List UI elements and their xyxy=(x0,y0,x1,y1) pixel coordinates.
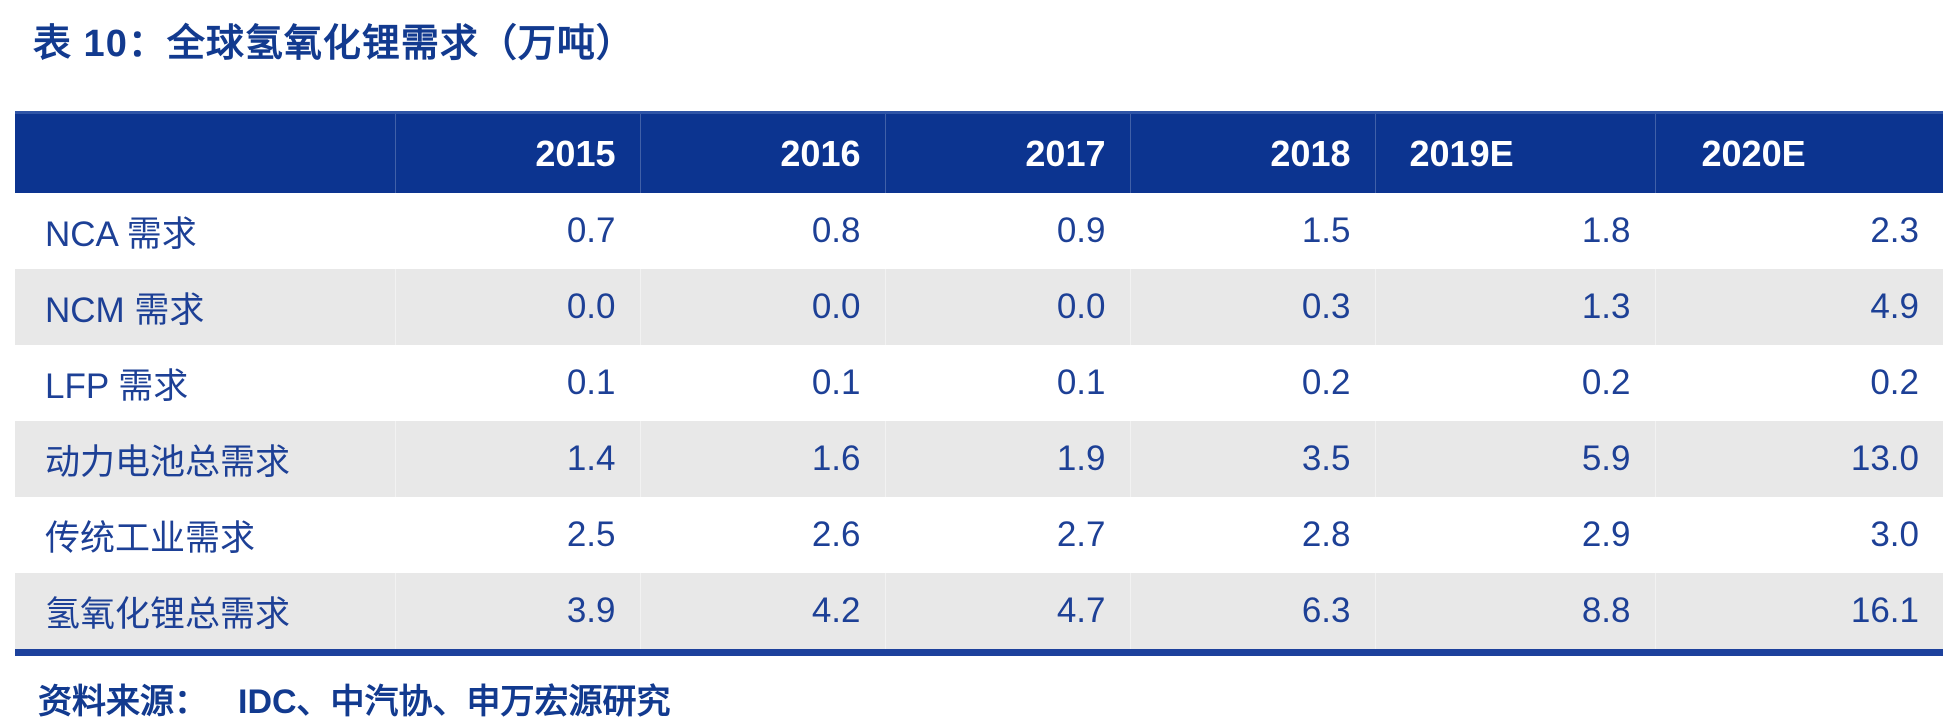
value-cell: 0.7 xyxy=(395,193,641,269)
table-row: 氢氧化锂总需求 3.9 4.2 4.7 6.3 8.8 16.1 xyxy=(15,573,1943,656)
value-cell: 5.9 xyxy=(1375,421,1656,497)
table-row: 动力电池总需求 1.4 1.6 1.9 3.5 5.9 13.0 xyxy=(15,421,1943,497)
value-cell: 3.0 xyxy=(1870,515,1919,554)
value-cell: 13.0 xyxy=(1655,421,1943,497)
lioh-demand-table: 2015 2016 2017 2018 2019E 2020E NCA 需求 0.7 0.8 0… xyxy=(15,111,1943,656)
value-cell: 2.6 xyxy=(640,497,886,573)
report-table-page: 表 10：全球氢氧化锂需求（万吨） 2015 2016 2017 2018 2019E 2… xyxy=(0,12,1958,728)
table-title: 表 10：全球氢氧化锂需求（万吨） xyxy=(33,23,635,65)
row-label: NCA 需求 xyxy=(15,193,396,269)
value-cell: 1.4 xyxy=(395,421,641,497)
value-cell: 4.9 xyxy=(1655,269,1943,345)
value-cell: 1.5 xyxy=(1130,193,1376,269)
row-label: 氢氧化锂总需求 xyxy=(15,573,396,656)
value-cell: 1.8 xyxy=(1375,193,1656,269)
value-cell: 8.8 xyxy=(1375,573,1656,656)
year-header: 2020E xyxy=(1655,111,1943,193)
value-cell: 3.9 xyxy=(395,573,641,656)
value-cell: 2.3 xyxy=(1870,211,1919,250)
value-cell: 0.2 xyxy=(1375,345,1656,421)
value-cell: 6.3 xyxy=(1130,573,1376,656)
table-row: NCA 需求 0.7 0.8 0.9 1.5 1.8 2.3 xyxy=(15,193,1943,269)
year-header: 2019E xyxy=(1375,111,1656,193)
value-cell: 0.2 xyxy=(1130,345,1376,421)
value-cell: 0.2 xyxy=(1870,363,1919,402)
row-label: 传统工业需求 xyxy=(15,497,396,573)
value-cell: 16.1 xyxy=(1655,573,1943,656)
value-cell: 2.5 xyxy=(395,497,641,573)
value-cell: 1.3 xyxy=(1375,269,1656,345)
source-note: 资料来源： IDC、中汽协、申万宏源研究 xyxy=(38,674,1958,723)
value-cell: 0.1 xyxy=(640,345,886,421)
table-row: 传统工业需求 2.5 2.6 2.7 2.8 2.9 3.0 xyxy=(15,497,1943,573)
value-cell: 4.7 xyxy=(885,573,1131,656)
value-cell: 4.2 xyxy=(640,573,886,656)
value-cell: 2.9 xyxy=(1375,497,1656,573)
year-header: 2018 xyxy=(1130,111,1376,193)
value-cell: 0.8 xyxy=(640,193,886,269)
year-header: 2015 xyxy=(395,111,641,193)
value-cell: 1.9 xyxy=(885,421,1131,497)
value-cell: 3.5 xyxy=(1130,421,1376,497)
table-row: LFP 需求 0.1 0.1 0.1 0.2 0.2 0.2 xyxy=(15,345,1943,421)
table-body: NCA 需求 0.7 0.8 0.9 1.5 1.8 2.3 NCM 需求 0.0 0.0 0.0 0… xyxy=(15,193,1943,656)
value-cell: 2.8 xyxy=(1130,497,1376,573)
row-label: LFP 需求 xyxy=(15,345,396,421)
value-cell: 0.0 xyxy=(885,269,1131,345)
source-label: 资料来源： xyxy=(38,683,208,721)
value-cell: 0.1 xyxy=(885,345,1131,421)
value-cell: 0.1 xyxy=(395,345,641,421)
value-cell: 1.6 xyxy=(640,421,886,497)
value-cell: 0.3 xyxy=(1130,269,1376,345)
row-label-header xyxy=(15,111,396,193)
year-header: 2016 xyxy=(640,111,886,193)
value-cell: 2.7 xyxy=(885,497,1131,573)
value-cell: 0.0 xyxy=(395,269,641,345)
value-cell: 0.0 xyxy=(640,269,886,345)
year-header: 2017 xyxy=(885,111,1131,193)
value-cell: 0.9 xyxy=(885,193,1131,269)
row-label: 动力电池总需求 xyxy=(15,421,396,497)
table-header-row: 2015 2016 2017 2018 2019E 2020E xyxy=(15,111,1943,193)
table-row: NCM 需求 0.0 0.0 0.0 0.3 1.3 4.9 xyxy=(15,269,1943,345)
source-text: IDC、中汽协、申万宏源研究 xyxy=(238,683,671,721)
row-label: NCM 需求 xyxy=(15,269,396,345)
